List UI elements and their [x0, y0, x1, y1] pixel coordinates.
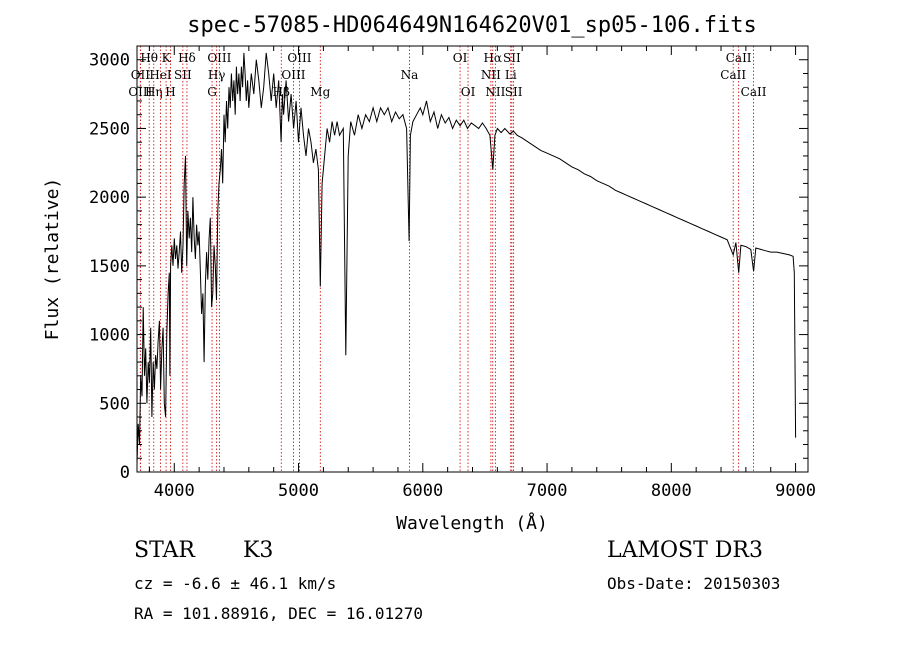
y-tick-label: 2500 — [89, 119, 130, 139]
coordinates: RA = 101.88916, DEC = 16.01270 — [134, 604, 423, 623]
chart-title: spec-57085-HD064649N164620V01_sp05-106.f… — [187, 13, 757, 38]
line-marker-label: OIII — [128, 85, 152, 99]
x-tick-label: 8000 — [651, 481, 692, 501]
line-marker-label: SII — [503, 51, 521, 65]
line-marker-label: SII — [505, 85, 523, 99]
line-marker-label: Li — [505, 68, 517, 82]
line-marker-label: H — [165, 85, 175, 99]
line-marker-label: G — [207, 85, 217, 99]
y-tick-label: 1500 — [89, 257, 130, 277]
line-marker-label: Hγ — [208, 68, 226, 82]
line-marker-label: SII — [174, 68, 192, 82]
x-axis-label: Wavelength (Å) — [396, 512, 548, 534]
spectrum-series — [136, 52, 797, 464]
x-tick-label: 5000 — [278, 481, 319, 501]
line-marker-label: OIII — [281, 68, 305, 82]
line-marker-label: CaII — [726, 51, 752, 65]
spectrum-line — [136, 52, 797, 464]
line-marker-label: Hη — [145, 85, 163, 99]
line-marker-label: Hθ — [140, 51, 158, 65]
spectral-subclass: K3 — [243, 538, 274, 563]
line-marker-label: OIII — [207, 51, 231, 65]
plot-frame — [136, 45, 809, 473]
x-tick-label: 9000 — [775, 481, 816, 501]
object-class: STAR — [134, 538, 195, 563]
line-marker-label: NII — [485, 85, 505, 99]
x-tick-label: 4000 — [154, 481, 195, 501]
line-marker-label: HeI — [149, 68, 172, 82]
observation-date: Obs-Date: 20150303 — [607, 574, 781, 593]
line-marker-label: Hδ — [178, 51, 196, 65]
line-marker-label: CaII — [720, 68, 746, 82]
line-marker-label: CaII — [741, 85, 767, 99]
line-marker-label: Hα — [483, 51, 502, 65]
line-marker-label: OI — [461, 85, 476, 99]
line-marker-label: OI — [453, 51, 468, 65]
y-axis-label: Flux (relative) — [42, 178, 63, 341]
axis-ticks: 4000 5000 6000 7000 8000 9000 0 500 1000 1500 2000… — [89, 45, 816, 501]
y-tick-label: 1000 — [89, 326, 130, 346]
line-marker-label: NII — [481, 68, 501, 82]
line-marker-label: K — [162, 51, 172, 65]
y-tick-label: 500 — [99, 394, 130, 414]
line-marker-label: Mg — [310, 85, 330, 99]
x-tick-label: 7000 — [527, 481, 568, 501]
survey-name: LAMOST DR3 — [607, 538, 763, 563]
line-marker-label: OIII — [287, 51, 311, 65]
x-tick-label: 6000 — [402, 481, 443, 501]
redshift-velocity: cz = -6.6 ± 46.1 km/s — [134, 574, 337, 593]
y-tick-label: 0 — [120, 463, 130, 483]
y-tick-label: 3000 — [89, 51, 130, 71]
line-marker-label: Na — [401, 68, 419, 82]
y-tick-label: 2000 — [89, 188, 130, 208]
